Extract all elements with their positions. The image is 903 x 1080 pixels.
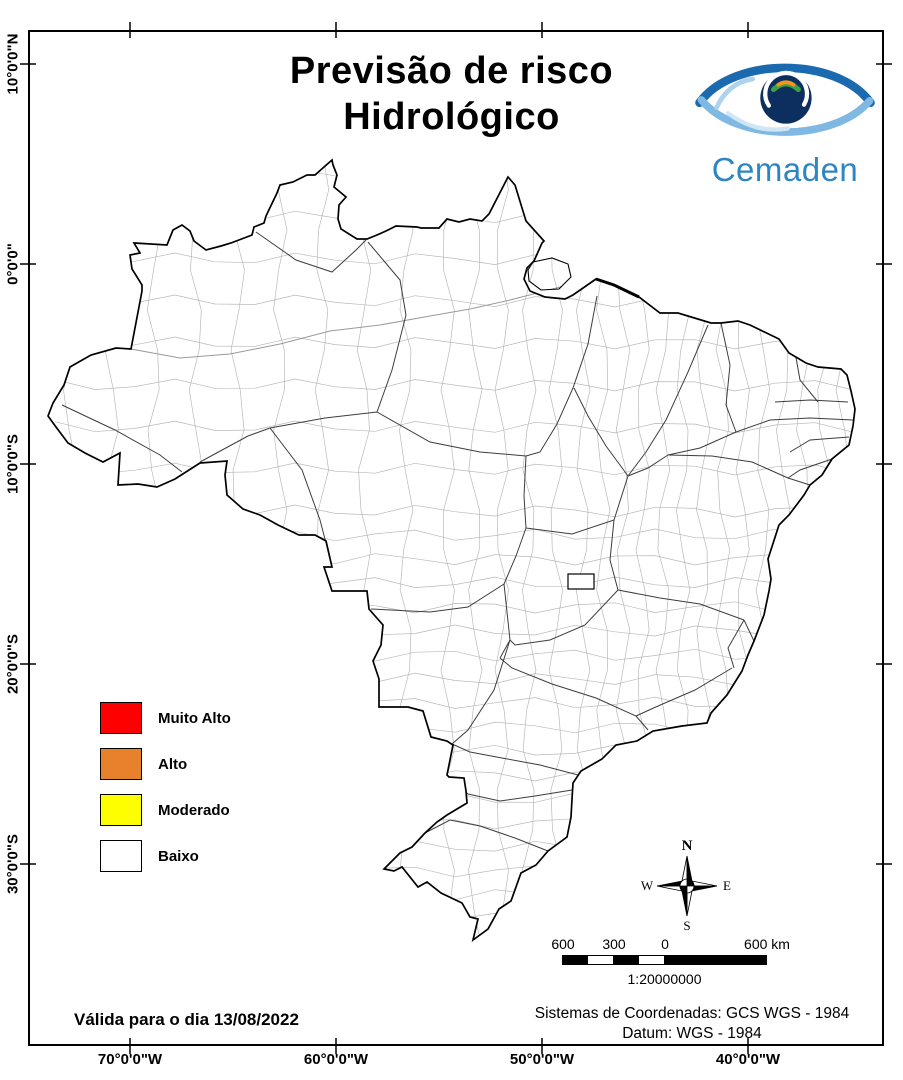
lat-label-0: 0°0'0": [4, 243, 22, 285]
lon-label-50w: 50°0'0"W: [509, 1051, 575, 1068]
scale-label-600-left: 600: [551, 936, 575, 952]
title-line-2: Hidrológico: [343, 96, 560, 139]
legend-item-muito-alto: Muito Alto: [100, 702, 231, 734]
lon-label-40w: 40°0'0"W: [715, 1051, 781, 1068]
state-boundaries: [61, 231, 854, 852]
scale-ratio: 1:20000000: [627, 971, 702, 987]
legend-item-baixo: Baixo: [100, 840, 231, 872]
cemaden-logo: Cemaden: [690, 50, 880, 189]
lat-label-20s: 20°0'0"S: [4, 633, 22, 695]
lat-label-30s: 30°0'0"S: [4, 833, 22, 895]
scale-segment: [664, 956, 766, 964]
coordinate-system-line1: Sistemas de Coordenadas: GCS WGS - 1984: [534, 1005, 850, 1022]
legend-swatch-muito-alto: [100, 702, 142, 734]
legend-label-muito-alto: Muito Alto: [158, 709, 231, 727]
risk-legend: Muito Alto Alto Moderado Baixo: [100, 702, 231, 886]
compass-e-label: E: [723, 878, 731, 893]
cemaden-eye-icon: [695, 63, 875, 136]
legend-swatch-moderado: [100, 794, 142, 826]
legend-swatch-alto: [100, 748, 142, 780]
amazon-estuary-line: [595, 277, 640, 299]
legend-swatch-baixo: [100, 840, 142, 872]
scale-label-300: 300: [602, 936, 626, 952]
lat-label-10s: 10°0'0"S: [4, 433, 22, 495]
scale-segment: [563, 956, 589, 964]
legend-item-alto: Alto: [100, 748, 231, 780]
compass-s-label: S: [683, 918, 690, 932]
coordinate-system-line2: Datum: WGS - 1984: [622, 1025, 762, 1043]
lon-label-70w: 70°0'0"W: [97, 1051, 163, 1068]
validity-date: Válida para o dia 13/08/2022: [74, 1010, 299, 1029]
title-line-1: Previsão de risco: [289, 50, 614, 92]
compass-star: [656, 855, 718, 917]
legend-label-baixo: Baixo: [158, 847, 199, 865]
north-arrow-icon: N S E W: [641, 838, 731, 932]
df-boundary: [567, 573, 595, 590]
scale-bar: 600 300 0 600 km 1:20000000: [551, 936, 790, 987]
legend-label-alto: Alto: [158, 755, 188, 773]
scale-bar-graphic: [562, 955, 767, 965]
scale-bar-labels: 600 300 0 600 km: [551, 936, 790, 953]
page-title: Previsão de risco Hidrológico: [0, 48, 903, 141]
scale-label-0: 0: [661, 936, 669, 952]
compass-w-label: W: [641, 878, 654, 893]
lon-label-60w: 60°0'0"W: [303, 1051, 369, 1068]
lat-label-10n: 10°0'0"N: [4, 33, 22, 95]
compass-n-label: N: [682, 838, 693, 854]
scale-label-600-km: 600 km: [744, 936, 790, 952]
legend-label-moderado: Moderado: [158, 801, 230, 819]
cemaden-logo-text: Cemaden: [711, 151, 859, 188]
scale-segment: [613, 956, 640, 964]
legend-item-moderado: Moderado: [100, 794, 231, 826]
coordinate-system-note: Sistemas de Coordenadas: GCS WGS - 1984 …: [504, 1004, 880, 1045]
scale-segment: [588, 956, 614, 964]
amazon-river-line: [130, 282, 576, 359]
scale-segment: [639, 956, 665, 964]
